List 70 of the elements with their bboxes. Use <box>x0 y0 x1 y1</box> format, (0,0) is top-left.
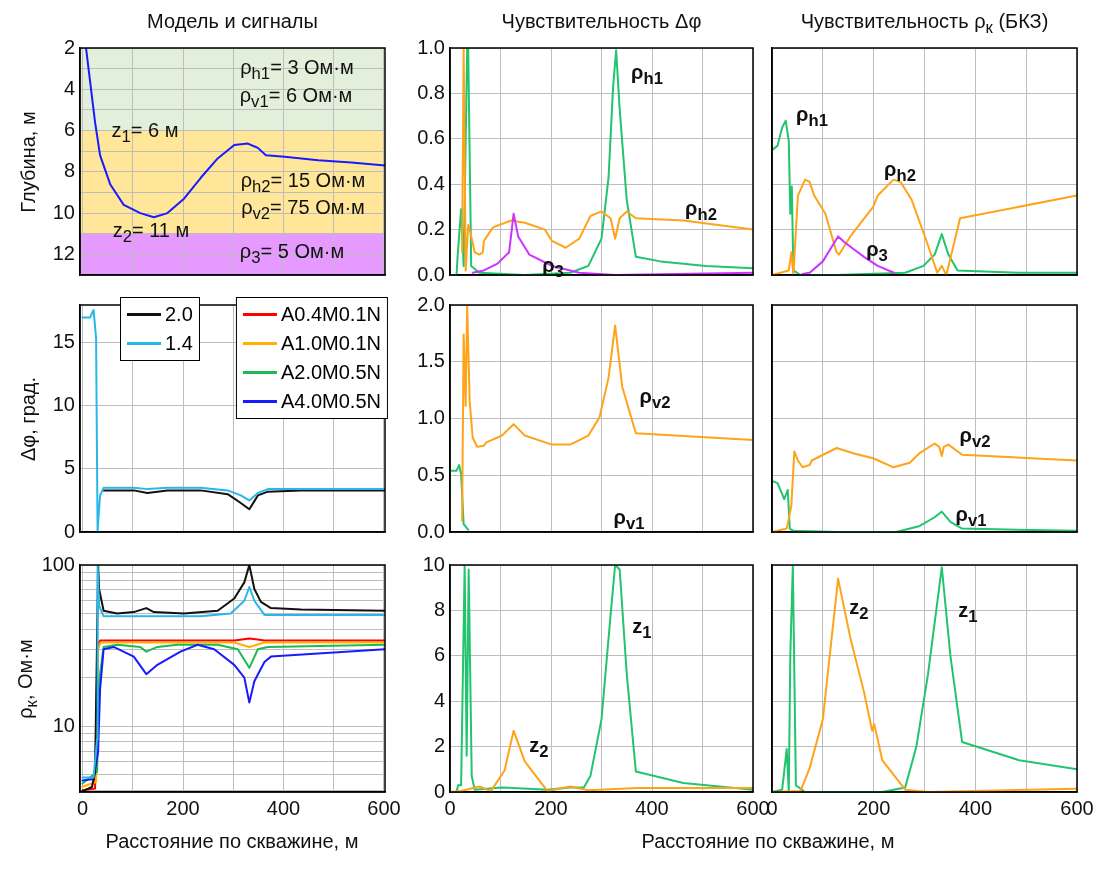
annotation: ρ$_{v1}$ <box>955 503 987 531</box>
y-tick-label: 6 <box>63 118 75 141</box>
annotation: ρ$_{v1}$= 6 Ом·м <box>239 84 353 112</box>
annotation: z$_{1}$= 6 м <box>111 119 179 147</box>
annotation: z$_{2}$= 11 м <box>112 219 190 247</box>
y-tick-label: 1.5 <box>417 349 445 372</box>
y-tick-label: 15 <box>52 330 75 353</box>
annotation: ρ$_{3}$= 5 Ом·м <box>239 240 345 268</box>
y-tick-label: 0.5 <box>417 462 445 485</box>
legend-label: A0.4M0.1N <box>280 303 381 326</box>
annotation: ρ$_{3}$ <box>866 238 888 266</box>
annotation: z$_{2}$ <box>529 734 549 762</box>
legend-label: 1.4 <box>165 332 193 355</box>
y-tick-label: 0.2 <box>417 217 445 240</box>
annotation: ρ$_{v2}$= 75 Ом·м <box>241 196 365 224</box>
y-axis-title: Δφ, град. <box>17 376 39 461</box>
y-tick-label: 5 <box>63 456 75 479</box>
y-axis-title: Глубина, м <box>17 110 39 213</box>
annotation: ρ$_{v2}$ <box>959 424 991 452</box>
y-tick-label: 100 <box>41 552 75 575</box>
y-tick-label: 12 <box>52 241 75 264</box>
annotation: ρ$_{v2}$ <box>639 385 671 413</box>
x-tick-label: 400 <box>635 796 669 819</box>
x-tick-label: 200 <box>534 796 568 819</box>
y-tick-label: 4 <box>433 688 445 711</box>
legend-label: 2.0 <box>165 303 193 326</box>
y-tick-label: 2.0 <box>417 292 445 315</box>
y-tick-label: 10 <box>52 713 75 736</box>
y-tick-label: 10 <box>422 552 445 575</box>
y-tick-label: 10 <box>52 200 75 223</box>
annotation: z$_{2}$ <box>849 596 869 624</box>
y-tick-label: 2 <box>433 734 445 757</box>
annotation: ρ$_{h1}$ <box>631 61 663 89</box>
x-tick-label: 400 <box>958 796 993 819</box>
annotation: ρ$_{v1}$ <box>613 506 645 534</box>
y-tick-label: 0 <box>433 779 445 802</box>
annotation: ρ$_{h2}$ <box>884 158 916 186</box>
legend-label: A4.0M0.5N <box>280 390 381 413</box>
y-tick-label: 0.8 <box>417 80 445 103</box>
y-tick-label: 0.6 <box>417 126 445 149</box>
annotation: ρ$_{h2}$ <box>685 197 717 225</box>
x-axis-title: Расстояние по скважине, м <box>641 830 895 852</box>
x-tick-label: 400 <box>266 796 301 819</box>
x-tick-label: 600 <box>1060 796 1094 819</box>
x-axis-title: Расстояние по скважине, м <box>105 830 359 852</box>
y-tick-label: 1.0 <box>417 406 445 429</box>
y-tick-label: 1.0 <box>417 35 445 58</box>
y-tick-label: 8 <box>63 159 75 182</box>
x-tick-label: 200 <box>166 796 200 819</box>
y-tick-label: 0.4 <box>417 171 445 194</box>
chart-title: Модель и сигналы <box>147 10 318 32</box>
annotation: ρ$_{h1}$= 3 Ом·м <box>240 56 354 84</box>
annotation: z$_{1}$ <box>632 615 652 643</box>
legend-label: A1.0M0.1N <box>280 332 381 355</box>
y-tick-label: 2 <box>63 35 75 58</box>
x-tick-label: 600 <box>367 796 401 819</box>
y-tick-label: 8 <box>433 597 445 620</box>
chart-title: Чувствительность Δφ <box>501 10 702 32</box>
annotation: z$_{1}$ <box>958 599 978 627</box>
y-tick-label: 10 <box>52 393 75 416</box>
y-tick-label: 0.0 <box>417 519 445 542</box>
annotation: ρ$_{h2}$= 15 Ом·м <box>240 169 366 197</box>
y-tick-label: 6 <box>433 643 445 666</box>
annotation: ρ$_{h1}$ <box>796 103 828 131</box>
y-tick-label: 4 <box>63 76 75 99</box>
y-tick-label: 0.0 <box>417 262 445 285</box>
chart-title: Чувствительность ρ$_{к}$ (БКЗ) <box>800 10 1049 38</box>
x-tick-label: 200 <box>856 796 891 819</box>
legend-label: A2.0M0.5N <box>280 361 381 384</box>
y-tick-label: 0 <box>63 519 75 542</box>
